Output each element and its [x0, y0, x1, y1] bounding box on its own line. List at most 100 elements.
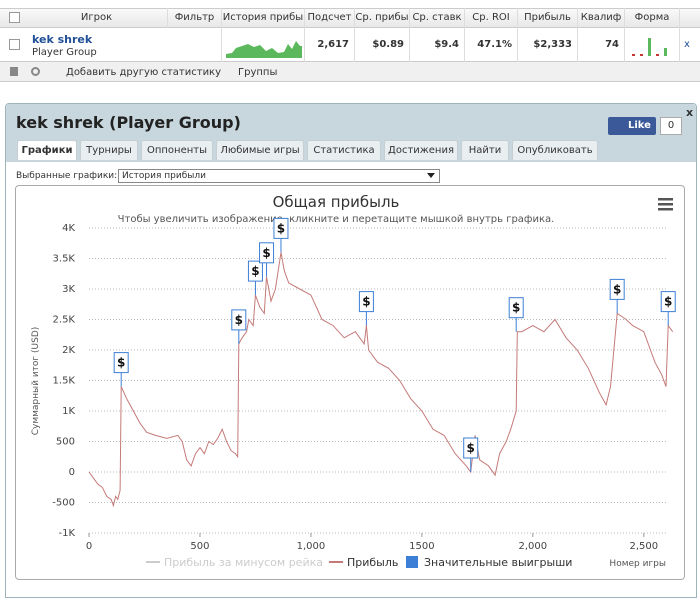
y-tick-label: 1K [62, 406, 75, 417]
table-header [0, 8, 700, 28]
flag-box [259, 242, 275, 264]
player-group: Player Group [32, 47, 97, 58]
flag-text: $ [262, 246, 270, 260]
flag-box [231, 309, 247, 331]
x-tick-label: 1,000 [297, 541, 326, 552]
sparkline [226, 41, 302, 58]
flag-text: $ [613, 282, 621, 296]
selector-arrow [427, 173, 435, 178]
cell: $0.89 [355, 28, 410, 62]
y-tick-label: -1K [58, 528, 75, 539]
y-axis-label: Суммарный итог (USD) [31, 327, 41, 436]
flag-text: $ [362, 295, 370, 309]
flag: $ [358, 291, 374, 326]
header-cell: Квалиф [578, 8, 625, 28]
legend-label: Значительные выигрыши [424, 556, 572, 569]
tab[interactable]: Оппоненты [141, 140, 213, 160]
flag-text: $ [467, 441, 475, 455]
cell: $2,333 [518, 28, 578, 62]
flag-box [247, 260, 263, 282]
y-tick-label: 3K [62, 284, 75, 295]
cell: 2,617 [305, 28, 355, 62]
chart-subtitle: Чтобы увеличить изображение, кликните и … [118, 214, 555, 225]
flag-text: $ [235, 313, 243, 327]
flag-text: $ [251, 264, 259, 278]
flag-text: $ [277, 221, 285, 235]
flag-box [463, 437, 479, 459]
flag-text: $ [664, 295, 672, 309]
tab[interactable]: Графики [17, 140, 77, 160]
selector-label: Выбранные графики: [16, 171, 118, 181]
y-tick-label: 2K [62, 345, 75, 356]
cell [168, 28, 222, 62]
legend-label: Прибыль [347, 556, 398, 569]
flag-box [508, 297, 524, 319]
legend-label: Прибыль за минусом рейка [164, 556, 323, 569]
player-name[interactable]: kek shrek [32, 33, 93, 46]
x-tick-label: 1500 [409, 541, 434, 552]
flag: $ [463, 437, 479, 472]
cell: 47.1% [465, 28, 518, 62]
y-tick-label: 2.5K [53, 315, 76, 326]
flag: $ [609, 278, 625, 314]
cell [222, 28, 305, 62]
flag: $ [113, 352, 129, 387]
like-button[interactable]: Like [608, 117, 656, 135]
refresh-icon[interactable] [31, 67, 40, 76]
header-cell: История прибы [222, 8, 305, 28]
x-tick-label: 2,000 [519, 541, 548, 552]
header-cell: Игрок [26, 8, 168, 28]
form-bars [632, 38, 667, 56]
header-cell: Фильтр [168, 8, 222, 28]
header-cell: Форма [625, 8, 680, 28]
flag: $ [247, 260, 263, 296]
flag-box [273, 217, 289, 239]
flag: $ [508, 297, 524, 332]
legend-swatch [406, 556, 418, 568]
selector[interactable]: История прибыли [118, 169, 440, 183]
tab[interactable]: Любимые игры [216, 140, 304, 160]
flag-box [660, 291, 676, 313]
header-cell: Ср. прибы [355, 8, 410, 28]
cell: 74 [578, 28, 625, 62]
panel-title: kek shrek (Player Group) [16, 113, 241, 132]
header-cell: Прибыль [518, 8, 578, 28]
tab[interactable]: Опубликовать [512, 140, 598, 160]
tab[interactable]: Статистика [307, 140, 381, 160]
flag: $ [259, 242, 275, 277]
y-tick-label: 3.5K [53, 254, 76, 265]
y-tick-label: 0 [69, 467, 75, 478]
flag-box [358, 291, 374, 313]
flag: $ [231, 309, 247, 344]
tab[interactable]: Найти [461, 140, 509, 160]
add-stat[interactable]: Добавить другую статистику [66, 67, 222, 78]
header-cell: Ср. ставк [410, 8, 465, 28]
tab[interactable]: Турниры [80, 140, 138, 160]
flag-box [609, 278, 625, 300]
flag-text: $ [117, 356, 125, 370]
trash-icon[interactable] [10, 67, 18, 76]
table-row [0, 28, 700, 62]
x-tick-label: 500 [190, 541, 209, 552]
x-axis-label: Номер игры [609, 559, 666, 569]
menu-icon[interactable] [658, 198, 673, 211]
groups[interactable]: Группы [238, 67, 278, 78]
chart: Общая прибыль Чтобы увеличить изображени… [15, 185, 685, 580]
row-close[interactable]: x [684, 39, 690, 50]
panel-close[interactable]: x [686, 106, 694, 119]
like-count: 0 [660, 117, 682, 135]
flag-box [113, 352, 129, 374]
cell [625, 28, 680, 62]
x-tick-label: 2,500 [629, 541, 658, 552]
chart-title: Общая прибыль [273, 193, 400, 211]
checkbox[interactable] [9, 12, 20, 23]
checkbox[interactable] [9, 39, 20, 50]
flag-text: $ [512, 301, 520, 315]
header-cell: Подсчет [305, 8, 355, 28]
x-tick-label: 0 [86, 541, 92, 552]
cell: $9.4 [410, 28, 465, 62]
flag: $ [273, 217, 289, 253]
tab[interactable]: Достижения [384, 140, 458, 160]
flag: $ [660, 291, 676, 326]
